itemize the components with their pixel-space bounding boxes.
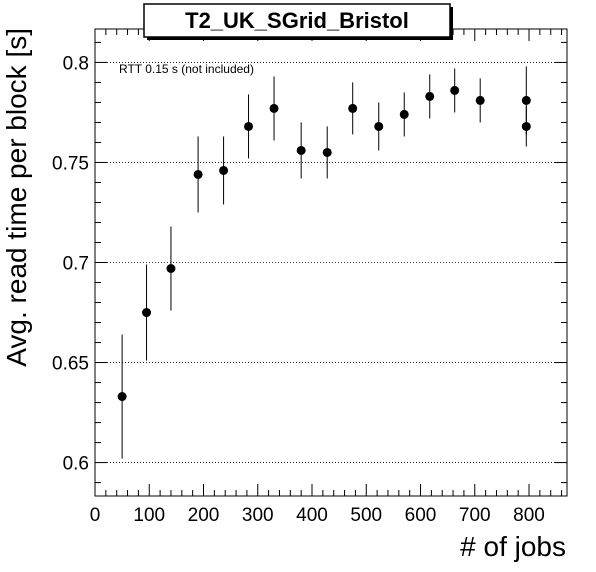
data-point	[193, 169, 203, 179]
data-point	[269, 103, 279, 113]
y-tick-label: 0.8	[63, 53, 89, 74]
axis-ticks: 0.6 0.65 0.7 0.75 0.8 0 100 200 300 400 500 600 700 8…	[52, 29, 567, 526]
data-point	[399, 109, 409, 119]
data-point	[425, 91, 435, 101]
data-point	[296, 145, 306, 155]
data-point	[521, 95, 531, 105]
x-tick-label: 500	[350, 505, 382, 526]
data-points	[117, 66, 531, 459]
data-point	[117, 392, 127, 402]
annotation: RTT 0.15 s (not included)	[119, 62, 254, 76]
x-tick-label: 600	[405, 505, 437, 526]
chart-title: T2_UK_SGrid_Bristol	[185, 8, 409, 33]
data-point	[450, 85, 460, 95]
x-tick-label: 100	[133, 505, 165, 526]
x-tick-label: 800	[513, 505, 545, 526]
title-box-frame	[143, 3, 451, 38]
y-tick-label: 0.65	[52, 354, 89, 375]
data-point	[475, 95, 485, 105]
x-tick-label: 200	[188, 505, 220, 526]
x-tick-label: 0	[90, 505, 101, 526]
data-point	[374, 121, 384, 131]
y-tick-label: 0.6	[63, 454, 89, 475]
y-tick-label: 0.7	[63, 254, 89, 275]
x-tick-label: 700	[459, 505, 491, 526]
data-point	[348, 103, 358, 113]
x-tick-label: 400	[296, 505, 328, 526]
grid	[95, 62, 567, 463]
data-point	[219, 165, 229, 175]
data-point	[244, 121, 254, 131]
data-point	[166, 264, 176, 274]
y-tick-label: 0.75	[52, 153, 89, 174]
title-box: T2_UK_SGrid_Bristol	[143, 3, 453, 40]
plot-border	[94, 28, 568, 497]
x-tick-label: 300	[242, 505, 274, 526]
data-point	[142, 308, 152, 318]
plot-frame	[94, 28, 568, 497]
data-point	[521, 121, 531, 131]
y-axis-label: Avg. read time per block [s]	[1, 28, 32, 367]
x-axis-label: # of jobs	[460, 531, 566, 562]
data-point	[322, 147, 332, 157]
